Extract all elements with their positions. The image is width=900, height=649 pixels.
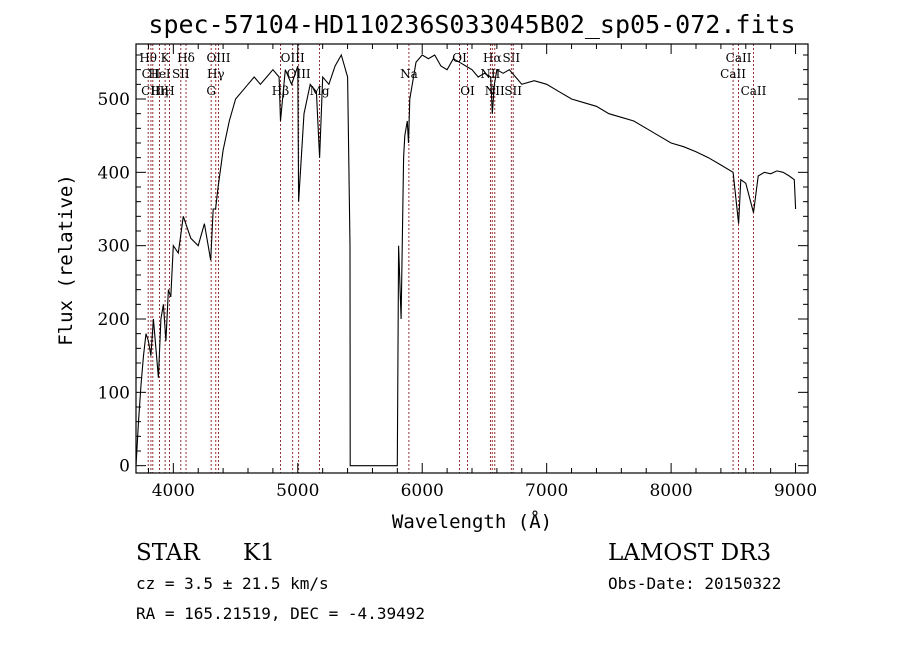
x-tick-label: 9000 <box>774 481 817 501</box>
line-marker-label: K <box>161 51 171 65</box>
class-label: STAR <box>136 540 200 566</box>
plot-frame <box>135 43 809 474</box>
coords-label: RA = 165.21519, DEC = -4.39492 <box>136 604 425 623</box>
subclass-label: K1 <box>243 540 275 566</box>
x-tick-label: 7000 <box>525 481 568 501</box>
line-marker-label: NII <box>485 84 505 98</box>
y-tick-label: 0 <box>119 457 130 477</box>
y-axis-label: Flux (relative) <box>55 174 77 346</box>
line-marker-label: CaII <box>720 67 746 81</box>
line-marker-label: Hθ <box>139 51 157 65</box>
line-marker-label: OIII <box>287 67 311 81</box>
line-marker-label: SII <box>172 67 190 81</box>
line-marker-label: OI <box>460 84 475 98</box>
spectral-line-markers: Hθ CII CIII K HeI Hη Hδ SII H OIII Hγ G OIII OIII Hβ Mg… <box>139 44 767 473</box>
line-marker-label: CaII <box>741 84 767 98</box>
y-tick-label: 100 <box>98 383 130 403</box>
x-tick-label: 6000 <box>401 481 444 501</box>
survey-label: LAMOST DR3 <box>608 540 771 566</box>
line-marker-label: HeI <box>148 67 171 81</box>
x-tick-label: 4000 <box>152 481 195 501</box>
x-tick-label: 5000 <box>276 481 319 501</box>
line-marker-label: SII <box>502 51 520 65</box>
line-marker-label: OI <box>452 51 467 65</box>
spectrum-line <box>135 53 797 467</box>
line-marker-label: Mg <box>310 84 330 98</box>
line-marker-label: Hβ <box>272 84 289 98</box>
x-axis-label: Wavelength (Å) <box>392 510 552 533</box>
y-tick-label: 500 <box>98 90 130 110</box>
y-tick-label: 200 <box>98 310 130 330</box>
x-tick-label: 8000 <box>649 481 692 501</box>
chart-title: spec-57104-HD110236S033045B02_sp05-072.f… <box>148 10 795 39</box>
line-marker-label: SII <box>504 84 522 98</box>
line-marker-label: Hγ <box>207 67 225 81</box>
line-marker-label: G <box>206 84 216 98</box>
line-marker-label: CII <box>142 67 161 81</box>
line-marker-label: H <box>164 84 174 98</box>
line-marker-label: OIII <box>206 51 230 65</box>
line-marker-label: Hη <box>151 84 169 98</box>
obs-date-label: Obs-Date: 20150322 <box>608 574 781 593</box>
axis-ticks: 4000 5000 6000 7000 8000 9000 0 100 200 300 400 500 <box>98 44 817 501</box>
line-marker-label: Hα <box>483 51 502 65</box>
line-marker-label: OIII <box>281 51 305 65</box>
line-marker-label: CaII <box>726 51 752 65</box>
y-tick-label: 400 <box>98 163 130 183</box>
redshift-label: cz = 3.5 ± 21.5 km/s <box>136 574 329 593</box>
line-marker-label: CIII <box>141 84 165 98</box>
line-marker-label: Hδ <box>177 51 195 65</box>
y-tick-label: 300 <box>98 237 130 257</box>
